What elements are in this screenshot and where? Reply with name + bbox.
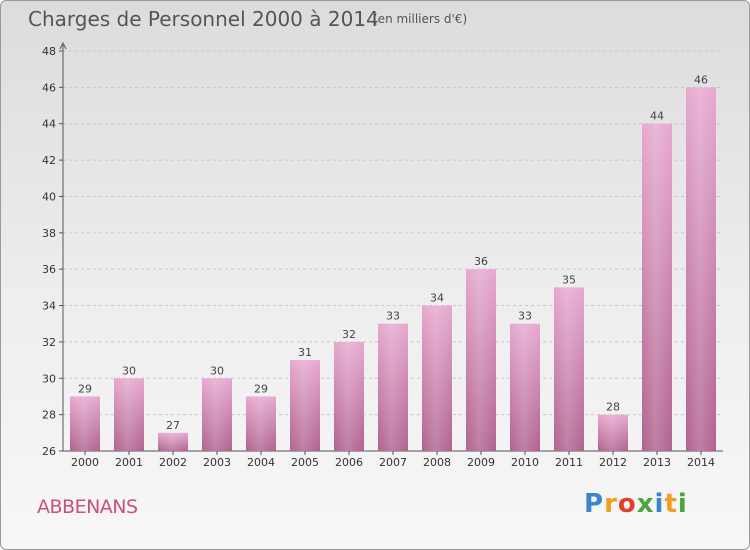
axes: 26 28 30 32 34 36 38 40 42 44 46 48 2000 2001 2002 2003… bbox=[42, 41, 723, 469]
x-tick-label: 2008 bbox=[423, 456, 451, 469]
bar-highlight bbox=[202, 378, 232, 451]
bar-highlight bbox=[246, 396, 276, 451]
x-tick-label: 2002 bbox=[159, 456, 187, 469]
y-tick-label: 46 bbox=[42, 81, 56, 94]
bar-highlight bbox=[70, 396, 100, 451]
data-label: 30 bbox=[122, 364, 136, 377]
x-tick-label: 2004 bbox=[247, 456, 275, 469]
data-label: 35 bbox=[562, 273, 576, 286]
bar-highlight bbox=[598, 414, 628, 451]
data-label: 44 bbox=[650, 110, 664, 123]
x-tick-label: 2001 bbox=[115, 456, 143, 469]
y-tick-label: 28 bbox=[42, 409, 56, 422]
x-tick-label: 2013 bbox=[643, 456, 671, 469]
y-tick-label: 36 bbox=[42, 263, 56, 276]
y-tick-label: 42 bbox=[42, 154, 56, 167]
bar-highlight bbox=[554, 287, 584, 451]
data-label: 28 bbox=[606, 401, 620, 414]
logo-letter: r bbox=[604, 489, 618, 519]
x-tick-label: 2012 bbox=[599, 456, 627, 469]
bar-highlight bbox=[114, 378, 144, 451]
bar-highlight bbox=[466, 269, 496, 451]
data-label: 33 bbox=[518, 310, 532, 323]
labels: 29 30 27 30 29 31 32 33 34 36 33 35 28 44 46 bbox=[78, 73, 708, 431]
logo-letter: i bbox=[677, 489, 688, 519]
proxiti-logo: Proxiti bbox=[584, 489, 688, 519]
x-tick-label: 2010 bbox=[511, 456, 539, 469]
commune-name: ABBENANS bbox=[37, 496, 138, 518]
y-tick-label: 32 bbox=[42, 336, 56, 349]
bars bbox=[70, 87, 716, 452]
y-axis-arrow bbox=[59, 41, 67, 50]
data-label: 29 bbox=[78, 382, 92, 395]
logo-letter: o bbox=[617, 489, 637, 519]
bar-highlight bbox=[158, 432, 188, 451]
x-tick-label: 2003 bbox=[203, 456, 231, 469]
y-tick-label: 48 bbox=[42, 45, 56, 58]
y-tick-label: 38 bbox=[42, 227, 56, 240]
data-label: 27 bbox=[166, 419, 180, 432]
chart-subtitle: (en milliers d'€) bbox=[373, 12, 468, 26]
bar-highlight bbox=[422, 305, 452, 451]
data-label: 29 bbox=[254, 382, 268, 395]
x-tick-label: 2006 bbox=[335, 456, 363, 469]
x-tick-label: 2000 bbox=[71, 456, 99, 469]
data-label: 32 bbox=[342, 328, 356, 341]
y-tick-label: 26 bbox=[42, 445, 56, 458]
bar-highlight bbox=[290, 360, 320, 451]
data-label: 36 bbox=[474, 255, 488, 268]
x-tick-label: 2011 bbox=[555, 456, 583, 469]
x-tick-label: 2007 bbox=[379, 456, 407, 469]
x-tick-label: 2009 bbox=[467, 456, 495, 469]
data-label: 33 bbox=[386, 310, 400, 323]
y-tick-label: 30 bbox=[42, 372, 56, 385]
logo-letter: t bbox=[664, 489, 678, 519]
y-tick-label: 34 bbox=[42, 300, 56, 313]
bar-highlight bbox=[642, 123, 672, 452]
x-tick-label: 2014 bbox=[687, 456, 715, 469]
logo-letter: i bbox=[654, 489, 665, 519]
bar-highlight bbox=[686, 87, 716, 451]
data-label: 34 bbox=[430, 292, 444, 305]
logo-letter: P bbox=[584, 489, 605, 519]
bar-highlight bbox=[334, 341, 364, 451]
data-label: 31 bbox=[298, 346, 312, 359]
y-tick-label: 44 bbox=[42, 118, 56, 131]
bar-highlight bbox=[378, 323, 408, 451]
data-label: 46 bbox=[694, 73, 708, 86]
chart-title: Charges de Personnel 2000 à 2014 bbox=[28, 7, 379, 31]
y-tick-label: 40 bbox=[42, 190, 56, 203]
x-tick-label: 2005 bbox=[291, 456, 319, 469]
bar-highlight bbox=[510, 323, 540, 451]
data-label: 30 bbox=[210, 364, 224, 377]
logo-letter: x bbox=[636, 489, 655, 519]
